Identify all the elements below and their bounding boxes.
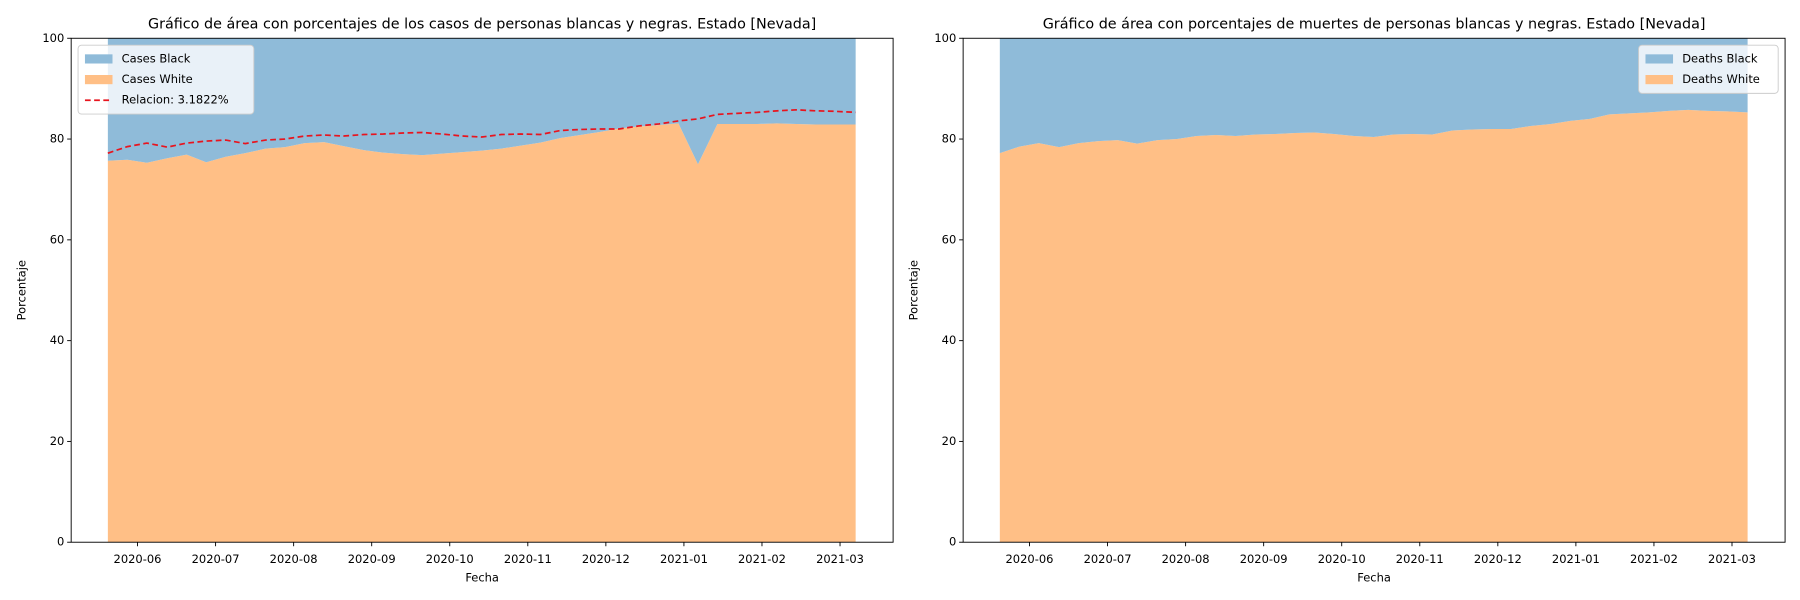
y-axis-label: Porcentaje xyxy=(906,260,920,320)
legend-label: Deaths White xyxy=(1682,72,1760,86)
area xyxy=(107,123,856,543)
x-tick-label: 2020-12 xyxy=(1474,552,1522,566)
area xyxy=(999,38,1748,154)
x-tick-label: 2020-08 xyxy=(1162,552,1210,566)
x-axis-label: Fecha xyxy=(465,570,499,584)
y-tick-label: 40 xyxy=(50,333,65,347)
x-tick-label: 2021-01 xyxy=(660,552,708,566)
axes-frame xyxy=(70,37,894,543)
legend-swatch xyxy=(1645,75,1674,85)
x-tick-label: 2020-08 xyxy=(270,552,318,566)
x-tick-label: 2020-12 xyxy=(582,552,630,566)
y-tick-label: 40 xyxy=(942,333,957,347)
legend-swatch xyxy=(84,54,113,64)
y-tick-label: 0 xyxy=(57,535,64,549)
legend-label: Cases White xyxy=(122,72,193,86)
legend-label: Relacion: 3.1822% xyxy=(122,93,229,107)
legend-swatch xyxy=(1645,54,1674,64)
chart-title: Gráfico de área con porcentajes de muert… xyxy=(1043,16,1706,32)
x-tick-label: 2021-03 xyxy=(1708,552,1756,566)
legend-label: Cases Black xyxy=(122,51,191,65)
x-tick-label: 2020-10 xyxy=(426,552,474,566)
x-tick-label: 2020-07 xyxy=(1084,552,1132,566)
y-tick-label: 20 xyxy=(942,434,957,448)
x-tick-label: 2021-03 xyxy=(816,552,864,566)
y-tick-label: 100 xyxy=(42,31,64,45)
x-tick-label: 2020-06 xyxy=(1006,552,1054,566)
x-axis-label: Fecha xyxy=(1357,570,1391,584)
legend-label: Deaths Black xyxy=(1682,51,1758,65)
chart-title: Gráfico de área con porcentajes de los c… xyxy=(148,16,816,32)
area xyxy=(107,38,856,165)
x-tick-label: 2021-01 xyxy=(1552,552,1600,566)
legend-swatch xyxy=(84,75,113,85)
y-tick-label: 60 xyxy=(942,232,957,246)
x-tick-label: 2021-02 xyxy=(738,552,786,566)
y-tick-label: 20 xyxy=(50,434,65,448)
legend-box xyxy=(1638,44,1779,94)
x-tick-label: 2020-09 xyxy=(1240,552,1288,566)
line xyxy=(107,108,856,154)
legend-box xyxy=(77,44,255,115)
x-tick-label: 2020-10 xyxy=(1318,552,1366,566)
y-tick-label: 100 xyxy=(934,31,956,45)
y-axis-label: Porcentaje xyxy=(14,260,28,320)
y-tick-label: 60 xyxy=(50,232,65,246)
x-tick-label: 2020-09 xyxy=(348,552,396,566)
x-tick-label: 2020-11 xyxy=(1396,552,1444,566)
area xyxy=(999,109,1748,543)
x-tick-label: 2020-11 xyxy=(504,552,552,566)
y-tick-label: 0 xyxy=(949,535,956,549)
axes-frame xyxy=(962,37,1786,543)
x-tick-label: 2020-07 xyxy=(192,552,240,566)
x-tick-label: 2021-02 xyxy=(1630,552,1678,566)
y-tick-label: 80 xyxy=(50,132,65,146)
y-tick-label: 80 xyxy=(942,132,957,146)
x-tick-label: 2020-06 xyxy=(114,552,162,566)
